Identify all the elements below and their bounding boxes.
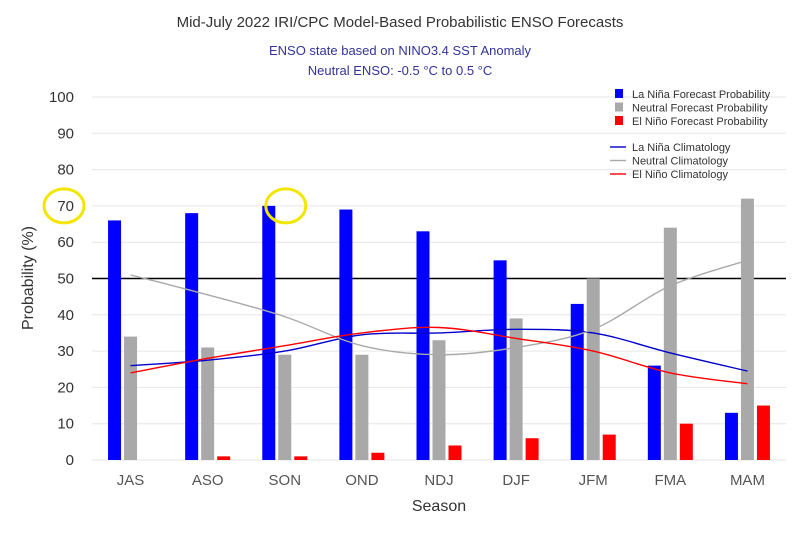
- y-tick-label: 40: [57, 307, 74, 324]
- x-tick-label: FMA: [654, 472, 686, 489]
- y-tick-label: 70: [57, 198, 74, 215]
- bar-la-nina-jas: [108, 220, 122, 460]
- y-tick-label: 80: [57, 162, 74, 179]
- legend-swatch: [615, 116, 623, 125]
- y-tick-label: 100: [49, 89, 74, 106]
- y-axis-label: Probability (%): [20, 226, 37, 330]
- bar-el-nino-djf: [525, 438, 539, 460]
- bar-la-nina-fma: [647, 365, 661, 460]
- y-tick-label: 60: [57, 234, 74, 251]
- bar-neutral-jas: [124, 336, 138, 460]
- bar-la-nina-son: [262, 205, 276, 460]
- highlight-circle-y70: [42, 187, 86, 225]
- x-tick-label: JAS: [117, 472, 145, 489]
- y-tick-label: 0: [66, 452, 74, 469]
- bar-neutral-mam: [740, 198, 754, 460]
- legend-item-label: La Niña Climatology: [632, 142, 731, 154]
- bar-neutral-fma: [663, 227, 677, 460]
- x-axis-label: Season: [412, 498, 466, 515]
- legend-item-label: El Niño Forecast Probability: [632, 116, 768, 128]
- y-tick-label: 30: [57, 343, 74, 360]
- highlight-circles: [42, 187, 308, 225]
- bar-el-nino-ndj: [448, 445, 462, 460]
- legend-swatch: [615, 89, 623, 98]
- legend-item-label: La Niña Forecast Probability: [632, 89, 771, 101]
- legend: La Niña Forecast Probability Neutral Fore…: [610, 89, 771, 181]
- legend-item-label: Neutral Climatology: [632, 156, 728, 168]
- bar-neutral-son: [278, 354, 292, 460]
- x-axis-ticks: JAS ASO SON OND NDJ DJF JFM FMA MAM: [117, 472, 765, 489]
- x-tick-label: DJF: [502, 472, 530, 489]
- bar-el-nino-mam: [756, 405, 770, 460]
- legend-item-label: El Niño Climatology: [632, 169, 728, 181]
- chart-subtitle-2: Neutral ENSO: -0.5 °C to 0.5 °C: [308, 63, 493, 78]
- x-tick-label: OND: [345, 472, 379, 489]
- chart-title: Mid-July 2022 IRI/CPC Model-Based Probab…: [177, 14, 624, 31]
- neutral-climatology-line: [130, 259, 748, 356]
- bar-el-nino-aso: [217, 456, 231, 460]
- y-tick-label: 20: [57, 379, 74, 396]
- bar-neutral-jfm: [586, 278, 600, 460]
- x-tick-label: JFM: [579, 472, 608, 489]
- x-tick-label: NDJ: [424, 472, 453, 489]
- bar-la-nina-aso: [185, 213, 199, 460]
- bar-la-nina-jfm: [570, 303, 584, 460]
- bar-el-nino-jfm: [602, 434, 616, 460]
- bar-neutral-ndj: [432, 340, 446, 460]
- bar-el-nino-son: [294, 456, 308, 460]
- legend-swatch: [615, 102, 623, 112]
- legend-item-label: Neutral Forecast Probability: [632, 103, 768, 115]
- bar-neutral-aso: [201, 347, 215, 460]
- bar-la-nina-mam: [724, 412, 738, 460]
- y-tick-label: 90: [57, 125, 74, 142]
- x-tick-label: ASO: [192, 472, 224, 489]
- la-nina-climatology-line: [130, 328, 748, 372]
- y-tick-label: 10: [57, 416, 74, 433]
- x-tick-label: MAM: [730, 472, 765, 489]
- bar-el-nino-fma: [679, 423, 693, 460]
- bar-neutral-djf: [509, 318, 523, 460]
- y-tick-label: 50: [57, 271, 74, 288]
- bar-neutral-ond: [355, 354, 369, 460]
- y-axis-ticks: 0 10 20 30 40 50 60 70 80 90 100: [49, 89, 74, 469]
- x-tick-label: SON: [269, 472, 302, 489]
- bar-el-nino-ond: [371, 452, 385, 460]
- bar-la-nina-ndj: [416, 231, 430, 460]
- el-nino-climatology-line: [130, 326, 748, 385]
- chart-subtitle-1: ENSO state based on NINO3.4 SST Anomaly: [269, 43, 532, 58]
- bars: [108, 198, 770, 460]
- bar-la-nina-djf: [493, 260, 507, 460]
- climatology-lines: [130, 259, 748, 385]
- highlight-circle-son-la-nina: [264, 187, 308, 225]
